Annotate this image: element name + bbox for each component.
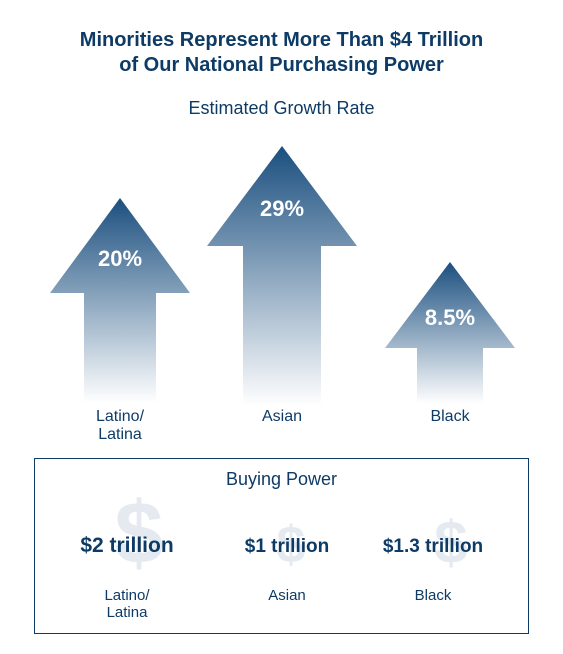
buying-power-panel: Buying Power $$2 trillionLatino/Latina$$… (34, 458, 529, 634)
arrow-shape-icon (385, 262, 515, 404)
growth-label-latino: Latino/Latina (50, 408, 190, 444)
growth-value-latino: 20% (50, 246, 190, 272)
infographic-root: Minorities Represent More Than $4 Trilli… (0, 0, 563, 654)
dollar-sign-icon: $ (114, 489, 163, 577)
buying-value-asian: $1 trillion (207, 536, 367, 558)
growth-value-asian: 29% (207, 196, 357, 222)
growth-arrow-latino: 20% (50, 198, 190, 403)
buying-value-latino: $2 trillion (47, 534, 207, 558)
growth-label-line1: Latino/ (96, 408, 144, 425)
growth-label-asian: Asian (207, 408, 357, 426)
buying-label-line1: Latino/ (104, 587, 149, 604)
growth-label-line1: Black (430, 408, 469, 425)
growth-arrow-asian: 29% (207, 146, 357, 406)
buying-label-line1: Black (415, 587, 452, 604)
arrow-shape-icon (207, 146, 357, 406)
buying-label-black: Black (353, 587, 513, 604)
growth-label-line1: Asian (262, 408, 302, 425)
arrow-shape-icon (50, 198, 190, 403)
growth-value-black: 8.5% (385, 305, 515, 331)
buying-value-black: $1.3 trillion (353, 536, 513, 558)
buying-label-latino: Latino/Latina (47, 587, 207, 621)
growth-arrows-area: 20% Latino/Latina 29% Asian 8.5% Black (0, 0, 563, 446)
buying-item-black: $$1.3 trillionBlack (353, 459, 513, 635)
buying-label-line1: Asian (268, 587, 306, 604)
growth-label-line2: Latina (98, 426, 142, 443)
growth-arrow-black: 8.5% (385, 262, 515, 404)
buying-label-asian: Asian (207, 587, 367, 604)
growth-label-black: Black (385, 408, 515, 426)
buying-item-asian: $$1 trillionAsian (207, 459, 367, 635)
buying-item-latino: $$2 trillion Latino/Latina (47, 459, 207, 635)
buying-label-line2: Latina (107, 604, 148, 621)
